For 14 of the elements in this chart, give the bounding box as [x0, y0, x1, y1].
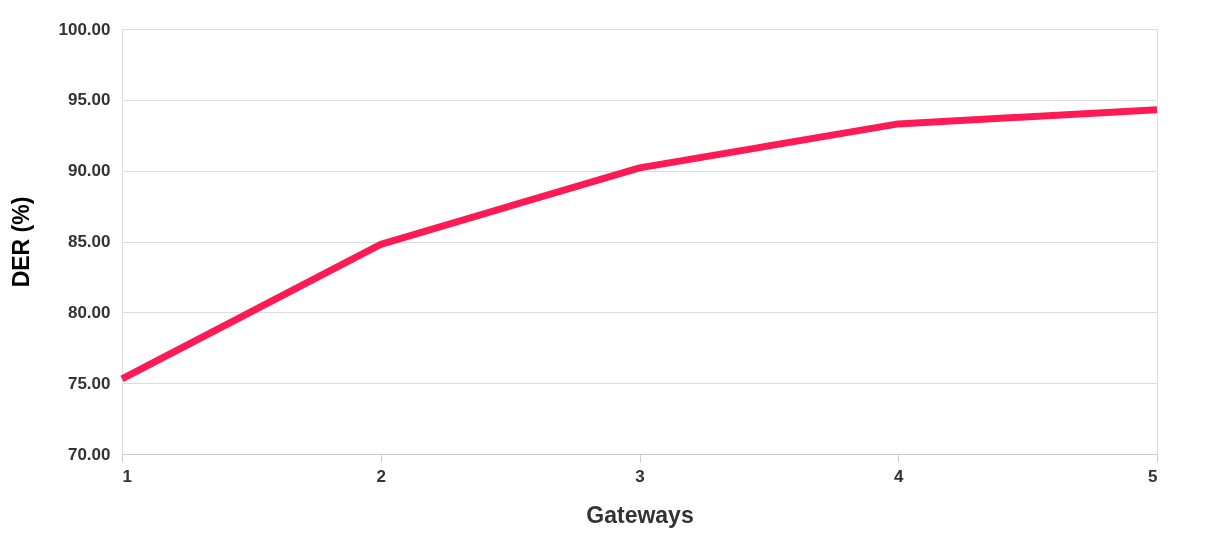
- y-tick-label: 85.00: [67, 232, 111, 251]
- x-tick-label: 5: [1148, 466, 1158, 486]
- x-tick-label: 4: [894, 466, 905, 486]
- y-tick-label: 75.00: [67, 373, 111, 393]
- x-tick-label: 1: [122, 466, 132, 486]
- y-tick-label: 90.00: [67, 161, 111, 181]
- x-tick-label: 3: [635, 466, 645, 486]
- y-axis-title: DER (%): [7, 196, 34, 288]
- y-tick-label: 95.00: [67, 90, 111, 110]
- y-tick-label: 80.00: [67, 302, 111, 322]
- x-axis-title: Gateways: [586, 501, 694, 528]
- x-tick-label: 2: [376, 466, 386, 486]
- y-tick-label: 70.00: [67, 444, 111, 464]
- y-tick-label: 100.00: [58, 19, 111, 39]
